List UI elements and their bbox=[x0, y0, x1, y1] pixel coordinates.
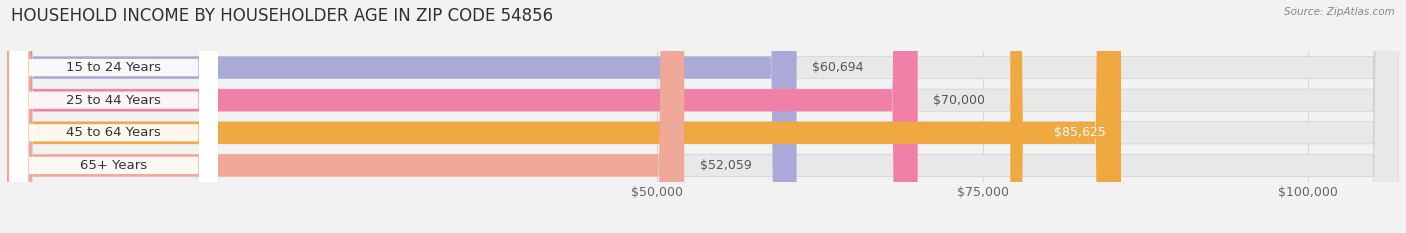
FancyBboxPatch shape bbox=[7, 0, 1121, 233]
FancyBboxPatch shape bbox=[7, 0, 797, 233]
FancyBboxPatch shape bbox=[10, 0, 218, 233]
FancyBboxPatch shape bbox=[7, 0, 685, 233]
Text: HOUSEHOLD INCOME BY HOUSEHOLDER AGE IN ZIP CODE 54856: HOUSEHOLD INCOME BY HOUSEHOLDER AGE IN Z… bbox=[11, 7, 554, 25]
Text: $52,059: $52,059 bbox=[700, 159, 752, 172]
FancyBboxPatch shape bbox=[7, 0, 1399, 233]
Text: 15 to 24 Years: 15 to 24 Years bbox=[66, 61, 162, 74]
Text: $60,694: $60,694 bbox=[813, 61, 863, 74]
Text: 65+ Years: 65+ Years bbox=[80, 159, 148, 172]
Text: 45 to 64 Years: 45 to 64 Years bbox=[66, 126, 162, 139]
Text: $70,000: $70,000 bbox=[934, 94, 986, 107]
Text: $85,625: $85,625 bbox=[1053, 126, 1105, 139]
Text: Source: ZipAtlas.com: Source: ZipAtlas.com bbox=[1284, 7, 1395, 17]
Text: 25 to 44 Years: 25 to 44 Years bbox=[66, 94, 162, 107]
FancyBboxPatch shape bbox=[7, 0, 1399, 233]
FancyBboxPatch shape bbox=[10, 0, 218, 233]
FancyBboxPatch shape bbox=[10, 0, 218, 233]
FancyBboxPatch shape bbox=[7, 0, 1399, 233]
FancyBboxPatch shape bbox=[7, 0, 1399, 233]
FancyBboxPatch shape bbox=[7, 0, 918, 233]
FancyBboxPatch shape bbox=[1011, 0, 1121, 233]
FancyBboxPatch shape bbox=[10, 0, 218, 233]
